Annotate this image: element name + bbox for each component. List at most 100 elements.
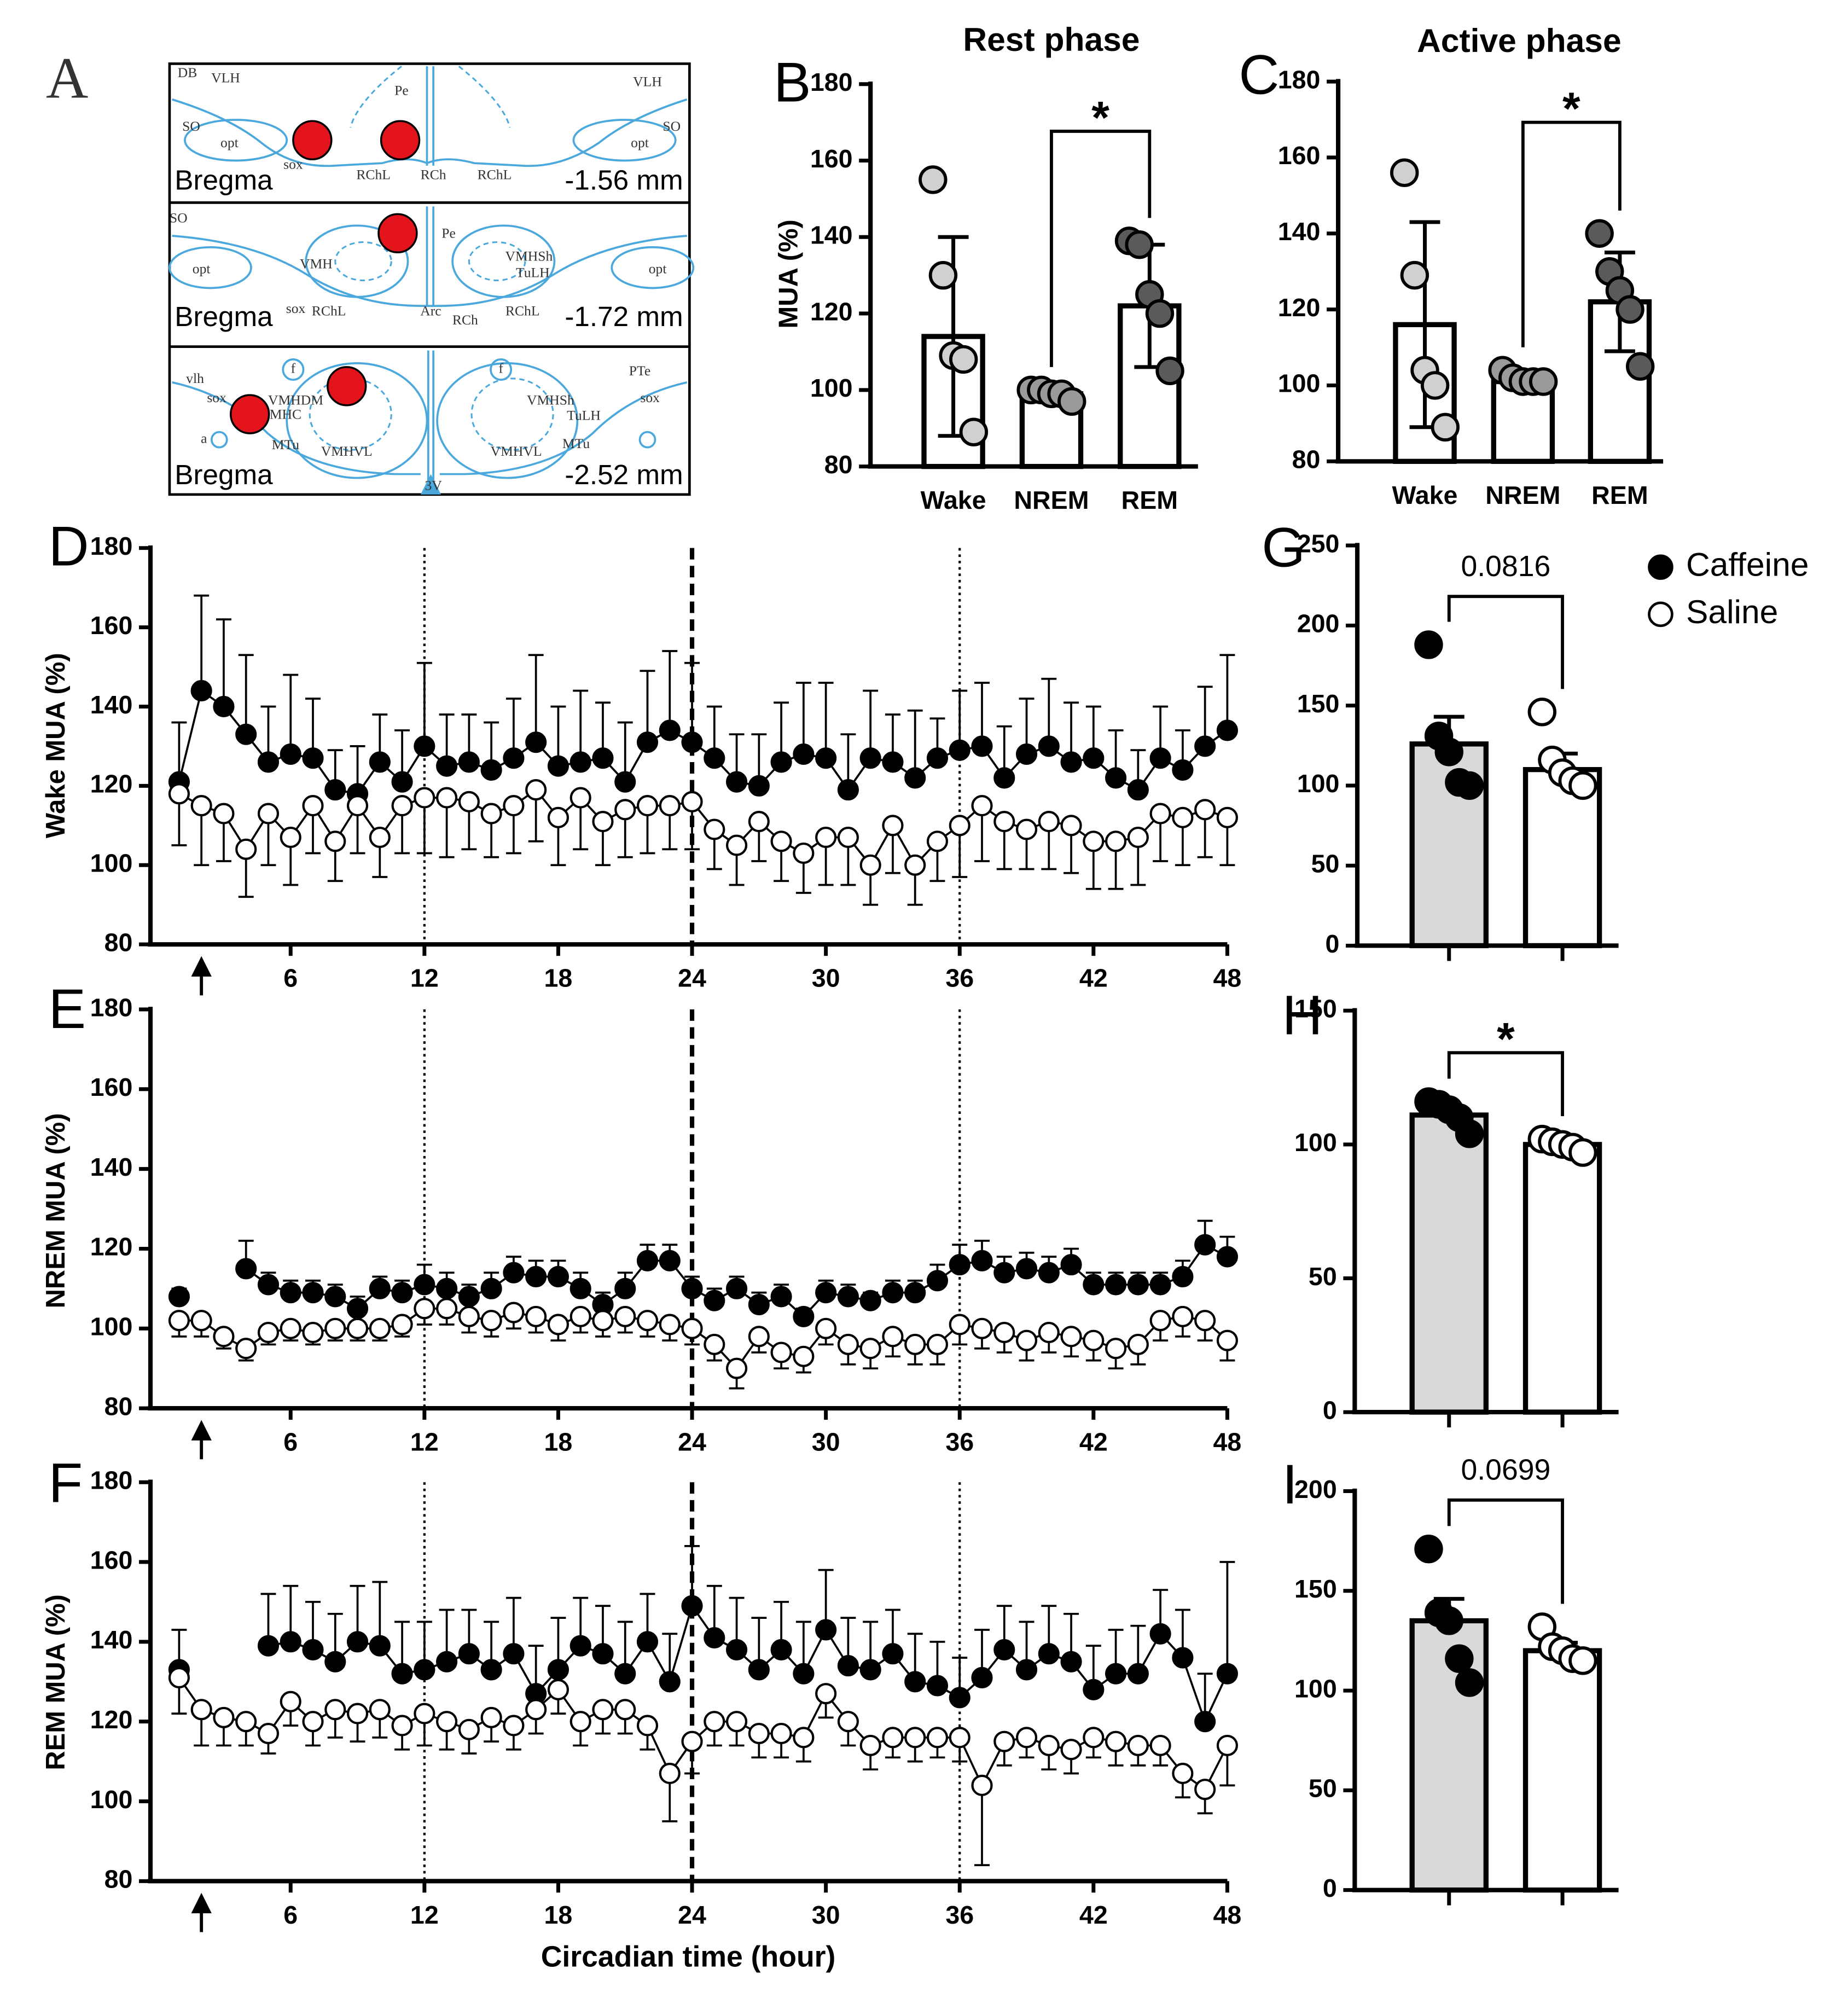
data-point xyxy=(748,1659,770,1681)
dosing-arrow xyxy=(191,956,212,996)
data-point xyxy=(1194,1310,1216,1332)
x-tick-label: 36 xyxy=(945,1901,974,1929)
data-point xyxy=(213,695,235,718)
x-tick-label: 48 xyxy=(1213,1428,1242,1456)
structure-label: RChL xyxy=(478,166,512,182)
data-point xyxy=(725,1639,748,1661)
structure-label: SO xyxy=(663,118,681,134)
data-point xyxy=(882,1727,904,1749)
data-point xyxy=(569,1711,591,1733)
data-point xyxy=(1038,1321,1060,1344)
data-point xyxy=(480,803,502,824)
legend-label: Caffeine xyxy=(1686,546,1809,583)
structure-label: RCh xyxy=(421,166,446,182)
structure-label: opt xyxy=(631,135,649,150)
y-tick-label: 160 xyxy=(90,1546,133,1574)
data-point xyxy=(971,1317,993,1339)
panel-letter: F xyxy=(49,1451,83,1514)
data-point xyxy=(1083,1727,1105,1749)
structure-label: f xyxy=(291,360,296,376)
data-point xyxy=(882,1643,904,1665)
data-point xyxy=(1455,1668,1484,1697)
data-point xyxy=(1434,737,1463,766)
data-point xyxy=(949,1687,971,1709)
data-point xyxy=(280,1282,301,1304)
data-point xyxy=(503,1302,525,1323)
data-point xyxy=(1060,1739,1082,1761)
structure-label: Arc xyxy=(420,303,441,319)
data-point xyxy=(592,747,614,769)
data-point xyxy=(659,719,681,741)
data-point xyxy=(1172,1265,1194,1288)
data-point xyxy=(1149,1274,1171,1296)
data-point xyxy=(369,1699,391,1721)
x-tick-label: 30 xyxy=(812,1428,840,1456)
data-point xyxy=(436,1651,458,1672)
data-point xyxy=(190,680,212,702)
data-point xyxy=(904,854,926,876)
data-point xyxy=(725,834,748,856)
data-point xyxy=(614,771,636,793)
y-tick-label: 100 xyxy=(810,374,853,402)
data-point xyxy=(1127,1274,1149,1296)
data-point xyxy=(569,787,591,809)
data-point xyxy=(815,1619,837,1641)
structure-label: TuLH xyxy=(516,265,550,281)
significance-bracket xyxy=(1447,595,1564,689)
y-tick-label: 120 xyxy=(90,770,133,798)
series-line xyxy=(178,689,1228,795)
data-point xyxy=(1400,260,1429,290)
data-point xyxy=(1194,1234,1216,1256)
data-point xyxy=(659,1250,681,1271)
panel-letter: E xyxy=(49,977,86,1040)
data-point xyxy=(1038,811,1060,833)
data-point xyxy=(257,751,280,773)
data-point xyxy=(659,1671,681,1693)
bregma-level: -2.52 mm xyxy=(565,459,683,490)
data-point xyxy=(1038,1734,1060,1756)
data-point xyxy=(681,1730,703,1752)
data-point xyxy=(636,731,659,753)
significance-bracket xyxy=(1447,1051,1564,1117)
data-point xyxy=(837,779,859,801)
structure-label: a xyxy=(201,431,207,446)
implant-sites xyxy=(230,120,421,434)
data-point xyxy=(280,1631,301,1653)
data-point xyxy=(235,1338,257,1360)
y-axis-label: Wake MUA (%) xyxy=(41,653,71,838)
panel-letter: C xyxy=(1239,43,1279,106)
data-point xyxy=(414,787,435,809)
data-point xyxy=(414,1659,435,1681)
y-tick-label: 180 xyxy=(90,532,133,560)
y-tick-label: 0 xyxy=(1326,930,1340,958)
data-point xyxy=(1127,826,1149,849)
y-tick-label: 180 xyxy=(90,993,133,1021)
structure-label: sox xyxy=(286,300,306,316)
y-tick-label: 100 xyxy=(1297,769,1340,798)
data-point xyxy=(547,1659,569,1681)
data-point xyxy=(569,751,591,773)
y-tick-label: 140 xyxy=(1278,217,1321,246)
data-point xyxy=(369,751,391,773)
bar xyxy=(1522,1142,1602,1415)
structure-label: SO xyxy=(170,210,188,226)
data-point xyxy=(503,795,525,817)
data-point xyxy=(1149,1623,1171,1645)
data-point xyxy=(725,771,748,793)
data-point xyxy=(614,1277,636,1299)
legend-marker xyxy=(1648,554,1673,580)
y-tick-label: 80 xyxy=(1292,445,1321,474)
data-point xyxy=(391,1663,413,1685)
data-point xyxy=(168,1666,190,1689)
x-tick-label: 6 xyxy=(283,1428,298,1456)
data-point xyxy=(993,767,1015,789)
significance-label: 0.0816 xyxy=(1461,550,1551,583)
data-point xyxy=(592,811,614,833)
data-point xyxy=(1568,771,1597,800)
data-point xyxy=(414,1298,435,1320)
data-point xyxy=(525,1265,547,1288)
y-tick-label: 140 xyxy=(90,1625,133,1654)
data-point xyxy=(1568,1646,1597,1675)
data-point xyxy=(1216,1329,1238,1351)
structure-label: MTu xyxy=(272,437,300,452)
